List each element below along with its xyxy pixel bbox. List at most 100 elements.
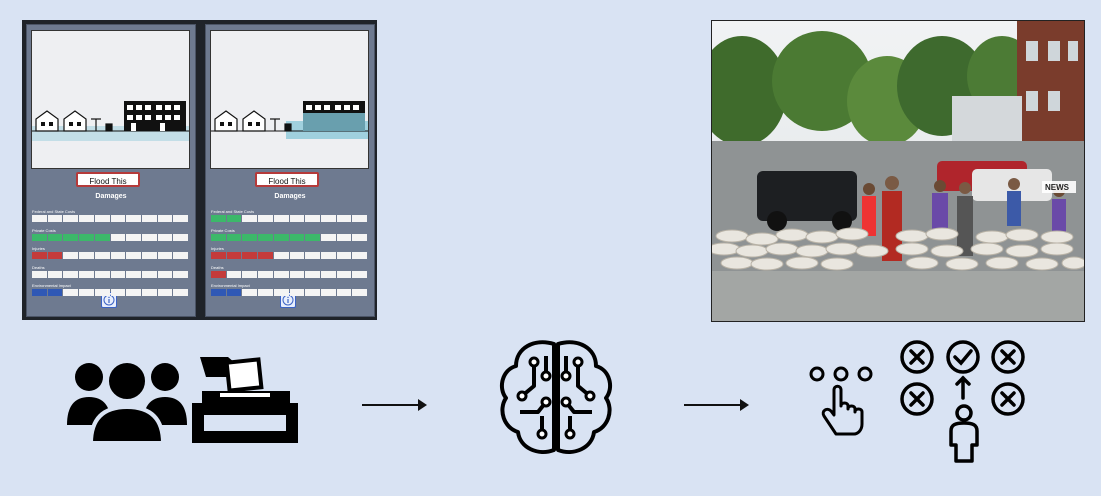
news-sign-text: NEWS <box>1045 183 1070 192</box>
damage-label: Deaths <box>32 265 45 270</box>
damage-bar <box>211 215 367 222</box>
damage-bar-segment <box>305 234 320 241</box>
damage-bar-segment <box>173 271 188 278</box>
damage-bar-segment <box>95 252 110 259</box>
damage-bar-segment <box>242 271 257 278</box>
damage-bar <box>32 289 188 296</box>
damage-bar-segment <box>48 215 63 222</box>
damage-bar-segment <box>63 271 78 278</box>
damage-bar-segment <box>126 252 141 259</box>
damage-bar-segment <box>242 252 257 259</box>
damage-bar-segment <box>290 252 305 259</box>
damage-bar-segment <box>258 215 273 222</box>
damage-bar <box>211 271 367 278</box>
damage-bar-segment <box>290 289 305 296</box>
damage-bar-segment <box>321 215 336 222</box>
damage-bar-segment <box>95 271 110 278</box>
damage-bar-segment <box>111 289 126 296</box>
damage-bar-segment <box>305 289 320 296</box>
damage-bar-segment <box>337 271 352 278</box>
damage-bar-segment <box>142 289 157 296</box>
damages-heading: Damages <box>206 193 374 200</box>
arrow-to-decision <box>684 404 747 406</box>
damage-bar <box>211 289 367 296</box>
damage-bar <box>32 252 188 259</box>
damage-bar-segment <box>242 215 257 222</box>
damage-bar <box>32 234 188 241</box>
damage-label: Private Costs <box>32 228 56 233</box>
damage-bar-segment <box>173 289 188 296</box>
damage-bar-segment <box>111 271 126 278</box>
damage-bar-segment <box>48 234 63 241</box>
damage-bar-segment <box>227 271 242 278</box>
damage-label: Injuries <box>32 246 45 251</box>
damage-bar-segment <box>352 234 367 241</box>
damage-bar-segment <box>79 271 94 278</box>
damage-bar-segment <box>142 215 157 222</box>
person-icon <box>947 403 981 465</box>
damage-bar-segment <box>337 252 352 259</box>
damage-bar-segment <box>321 289 336 296</box>
damage-bar-segment <box>158 234 173 241</box>
damage-bar-segment <box>321 234 336 241</box>
damage-bar-segment <box>79 215 94 222</box>
ballot-box-icon <box>190 355 300 447</box>
damage-label: Federal and State Costs <box>211 209 254 214</box>
damage-bar-segment <box>48 289 63 296</box>
damage-bar-segment <box>274 215 289 222</box>
damage-bar-segment <box>258 271 273 278</box>
flood-this-button[interactable]: Flood This <box>76 172 140 187</box>
damage-bar-segment <box>258 252 273 259</box>
damage-bar-segment <box>95 289 110 296</box>
damage-bar-segment <box>111 234 126 241</box>
damage-bar-segment <box>63 289 78 296</box>
damage-bar <box>32 215 188 222</box>
damage-bar-segment <box>95 234 110 241</box>
flood-scene <box>31 30 190 169</box>
game-screen-before: Flood This Damages Federal and State Cos… <box>26 24 196 317</box>
damage-bar <box>211 252 367 259</box>
damage-bar-segment <box>227 234 242 241</box>
damage-bar-segment <box>95 215 110 222</box>
damage-label: Deaths <box>211 265 224 270</box>
damage-bar-segment <box>211 289 226 296</box>
damage-bar-segment <box>305 271 320 278</box>
damage-bar-segment <box>173 234 188 241</box>
damages-heading: Damages <box>27 193 195 200</box>
damage-bar-segment <box>258 289 273 296</box>
sandbag-flood-photo: NEWS <box>711 20 1085 322</box>
damage-bar-segment <box>274 271 289 278</box>
damage-bar-segment <box>290 271 305 278</box>
damage-bar-segment <box>63 215 78 222</box>
damage-bar-segment <box>242 289 257 296</box>
damage-bar-segment <box>211 215 226 222</box>
damage-bar-segment <box>227 215 242 222</box>
damage-bar-segment <box>158 252 173 259</box>
arrow-to-model <box>362 404 425 406</box>
damage-bar-segment <box>126 234 141 241</box>
damage-bar-segment <box>352 215 367 222</box>
damage-bar-segment <box>211 234 226 241</box>
damage-label: Private Costs <box>211 228 235 233</box>
damage-bar-segment <box>79 289 94 296</box>
damage-bar-segment <box>142 234 157 241</box>
damage-bar-segment <box>126 215 141 222</box>
damage-label: Environmental Impact <box>211 283 250 288</box>
flood-this-button[interactable]: Flood This <box>255 172 319 187</box>
damage-label: Federal and State Costs <box>32 209 75 214</box>
damage-bar-segment <box>227 289 242 296</box>
damage-bar-segment <box>274 234 289 241</box>
damage-bar-segment <box>211 271 226 278</box>
damage-bar-segment <box>32 271 47 278</box>
damage-bar-segment <box>63 234 78 241</box>
damage-bar-segment <box>32 289 47 296</box>
damage-bar-segment <box>142 271 157 278</box>
damage-bar-segment <box>79 234 94 241</box>
damage-label: Injuries <box>211 246 224 251</box>
damage-bar-segment <box>227 252 242 259</box>
damage-bar-segment <box>158 215 173 222</box>
damage-bar-segment <box>48 252 63 259</box>
damage-bar-segment <box>126 271 141 278</box>
damage-bar-segment <box>158 271 173 278</box>
damage-bar-segment <box>321 252 336 259</box>
